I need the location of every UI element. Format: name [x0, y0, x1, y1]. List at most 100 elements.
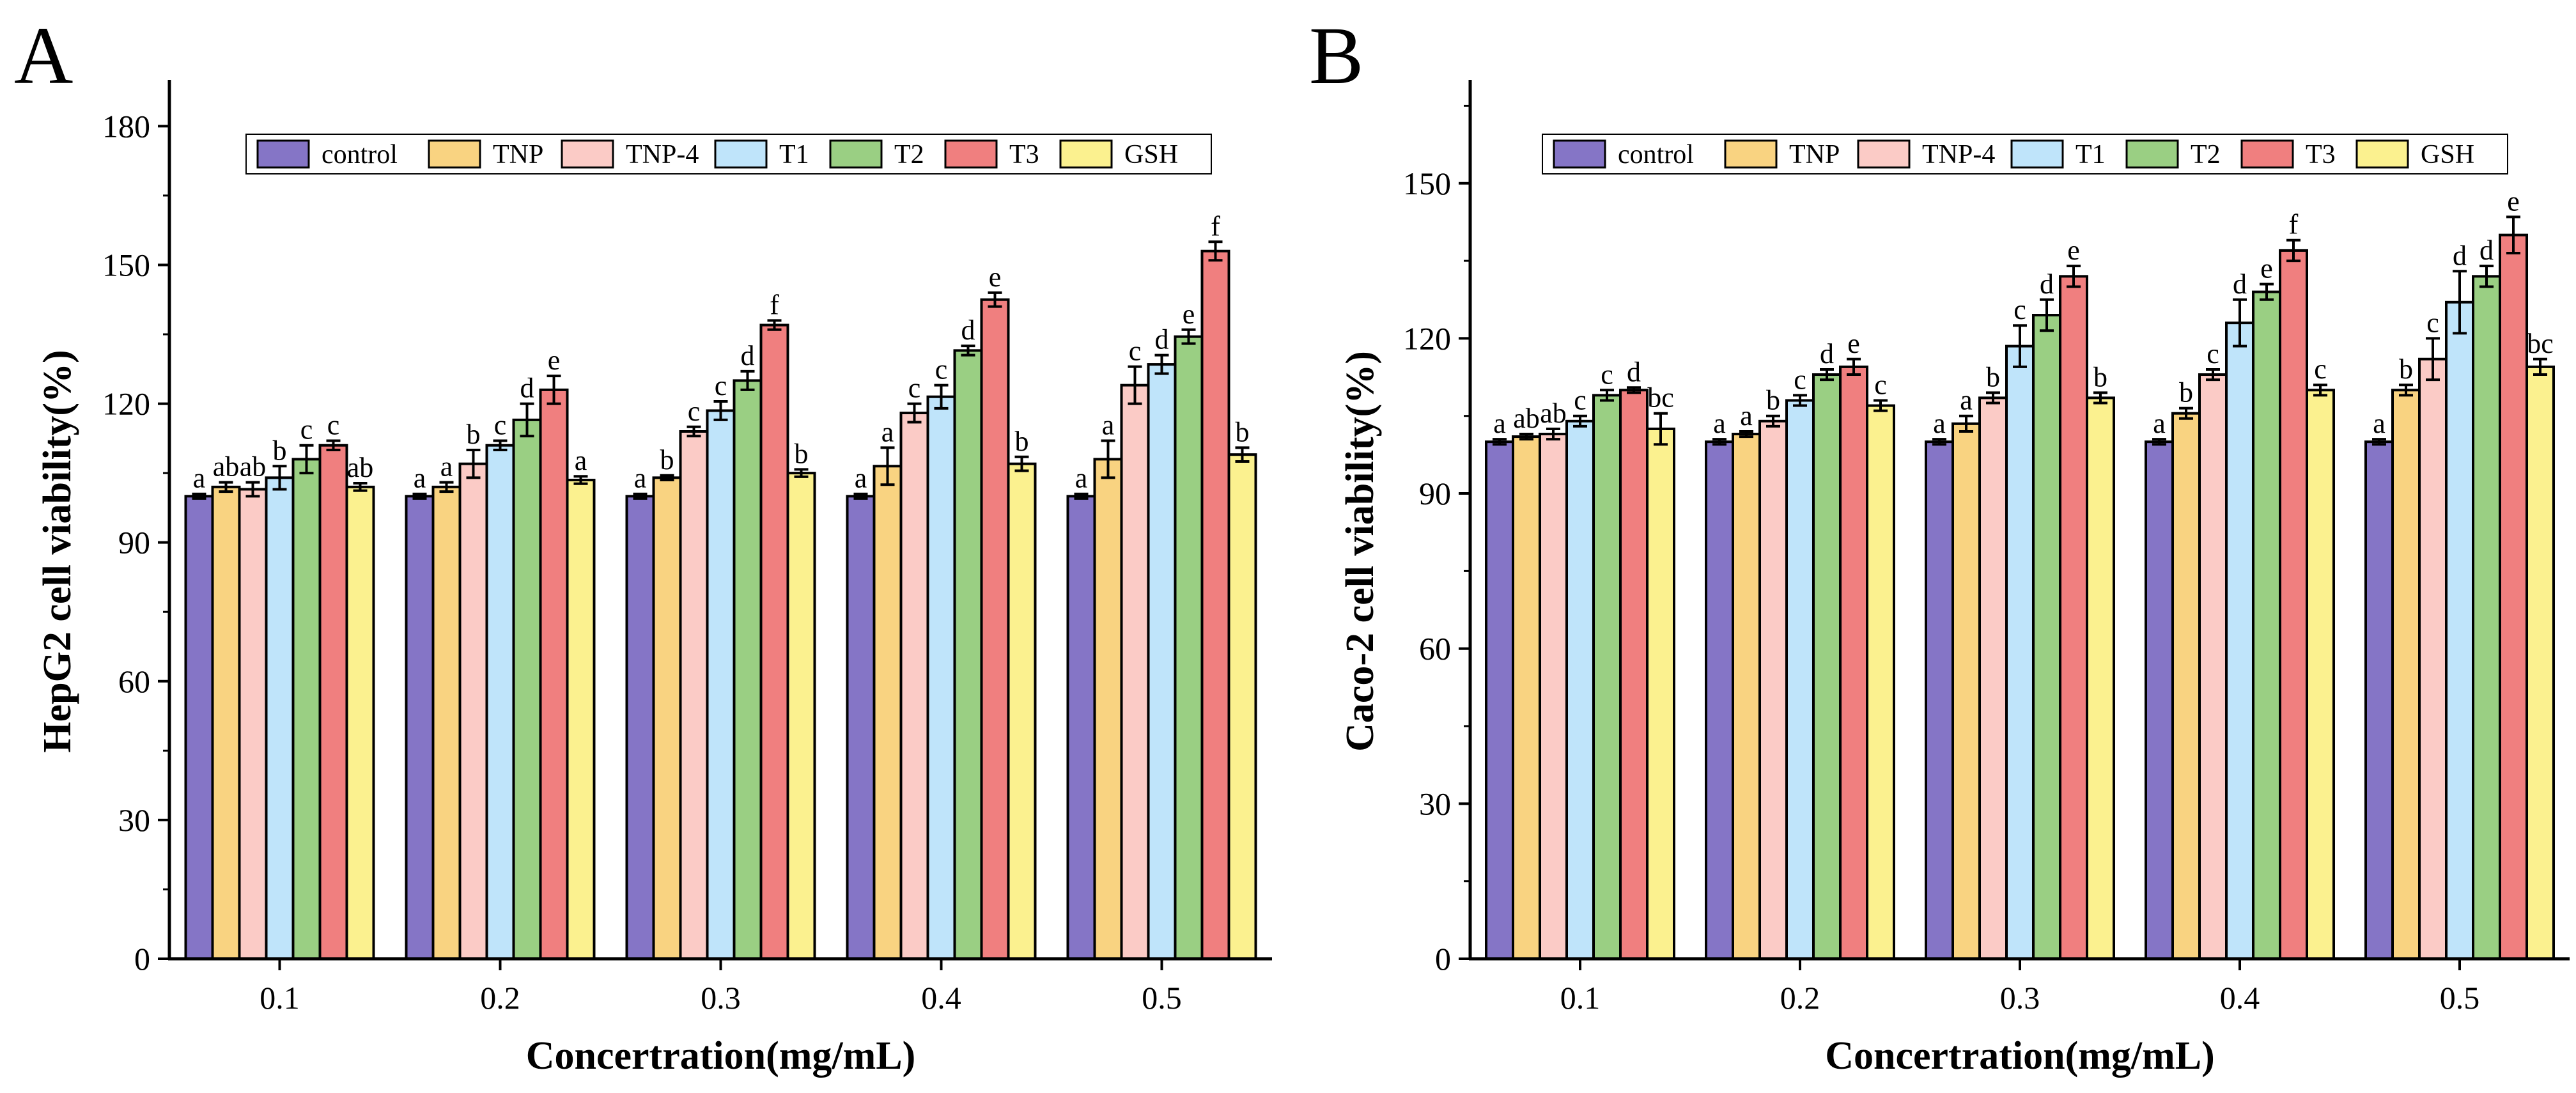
bar	[1619, 389, 1649, 960]
significance-letter: a	[881, 416, 894, 447]
bar	[2086, 396, 2115, 960]
bar	[1120, 384, 1150, 960]
significance-letter: e	[2067, 235, 2080, 266]
legend-label: T3	[1009, 140, 1039, 169]
significance-letter: a	[855, 463, 867, 494]
bar	[539, 388, 569, 960]
bar	[1147, 363, 1177, 960]
bar	[345, 485, 375, 960]
significance-letter: c	[2314, 353, 2327, 385]
y-tick-label: 120	[102, 386, 150, 422]
significance-letter: a	[634, 463, 647, 494]
bar	[1565, 419, 1595, 960]
bar	[2391, 389, 2421, 960]
significance-letter: d	[520, 373, 534, 404]
x-tick-label: 0.4	[2220, 980, 2260, 1016]
legend-label: TNP	[493, 140, 543, 169]
significance-letter: c	[2207, 338, 2219, 369]
significance-letter: c	[2013, 294, 2026, 325]
legend-swatch	[1724, 139, 1778, 169]
bar	[1978, 396, 2008, 960]
bar	[1539, 433, 1568, 960]
legend-label: T2	[2191, 140, 2221, 169]
bar	[1485, 440, 1514, 960]
legend-label: T1	[2076, 140, 2106, 169]
bar	[2059, 275, 2088, 961]
significance-letter: d	[1627, 356, 1641, 387]
legend-swatch	[2240, 139, 2294, 169]
significance-letter: c	[1574, 385, 1587, 416]
bar	[291, 458, 322, 960]
significance-letter: d	[2479, 235, 2494, 266]
legend-swatch	[256, 139, 310, 169]
x-tick-label: 0.3	[2000, 980, 2040, 1016]
legend-label: TNP	[1789, 140, 1840, 169]
bar	[2472, 275, 2501, 961]
bar	[405, 495, 435, 960]
significance-letter: c	[327, 409, 340, 440]
significance-letter: a	[1102, 409, 1115, 440]
legend-label: T3	[2306, 140, 2336, 169]
significance-letter: a	[1713, 408, 1726, 439]
y-tick-label: 90	[118, 525, 150, 561]
bar	[2032, 314, 2061, 960]
significance-letter: a	[193, 463, 206, 494]
bar	[2145, 440, 2174, 960]
y-axis-title: Caco-2 cell viability(%)	[1338, 351, 1382, 752]
bar	[2306, 389, 2335, 960]
significance-letter: c	[494, 409, 507, 440]
significance-letter: b	[1766, 385, 1780, 416]
significance-letter: d	[1155, 324, 1169, 355]
legend-swatch	[1553, 139, 1606, 169]
legend-swatch	[714, 139, 768, 169]
significance-letter: b	[1236, 416, 1250, 447]
bar	[1705, 440, 1734, 960]
bar	[1512, 435, 1541, 960]
bar	[1646, 427, 1675, 960]
significance-letter: b	[2179, 377, 2193, 408]
legend-swatch	[428, 139, 481, 169]
significance-letter: b	[660, 444, 674, 476]
y-tick-label: 180	[102, 108, 150, 144]
bar	[2171, 412, 2201, 960]
y-tick-label: 90	[1419, 476, 1451, 511]
bar	[2198, 373, 2228, 960]
x-tick-label: 0.1	[260, 980, 300, 1016]
bar	[953, 349, 983, 960]
bar	[786, 472, 816, 960]
bar	[211, 485, 241, 960]
y-tick-label: 150	[102, 247, 150, 283]
bar	[512, 418, 542, 960]
legend-label: GSH	[2421, 140, 2474, 169]
significance-letter: f	[1211, 210, 1220, 242]
significance-letter: a	[1740, 400, 1753, 431]
significance-letter: c	[1874, 369, 1887, 400]
legend-label: T1	[779, 140, 809, 169]
significance-letter: bc	[2527, 328, 2554, 359]
significance-letter: c	[908, 373, 921, 404]
bar	[846, 495, 876, 960]
bar	[1812, 373, 1842, 960]
x-tick-label: 0.1	[1560, 980, 1601, 1016]
legend-label: control	[1618, 140, 1694, 169]
significance-letter: a	[2373, 408, 2386, 439]
legend: control TNP TNP-4 T1 T2 T3 GSH	[1542, 134, 2508, 174]
y-axis-title: HepG2 cell viability(%)	[36, 350, 79, 752]
bar	[2418, 357, 2448, 960]
significance-letter: a	[1960, 385, 1973, 416]
significance-letter: b	[795, 438, 809, 469]
significance-letter: c	[688, 396, 701, 427]
bar	[2526, 365, 2555, 960]
bar	[184, 495, 214, 960]
significance-letter: e	[989, 261, 1002, 293]
significance-letter: ab	[240, 451, 267, 483]
significance-letter: a	[575, 445, 587, 476]
bar	[679, 430, 709, 960]
significance-letter: d	[2040, 268, 2054, 300]
legend-label: control	[322, 140, 398, 169]
legend: control TNP TNP-4 T1 T2 T3 GSH	[245, 134, 1212, 174]
significance-letter: d	[1820, 338, 1834, 369]
significance-letter: ab	[347, 452, 374, 483]
